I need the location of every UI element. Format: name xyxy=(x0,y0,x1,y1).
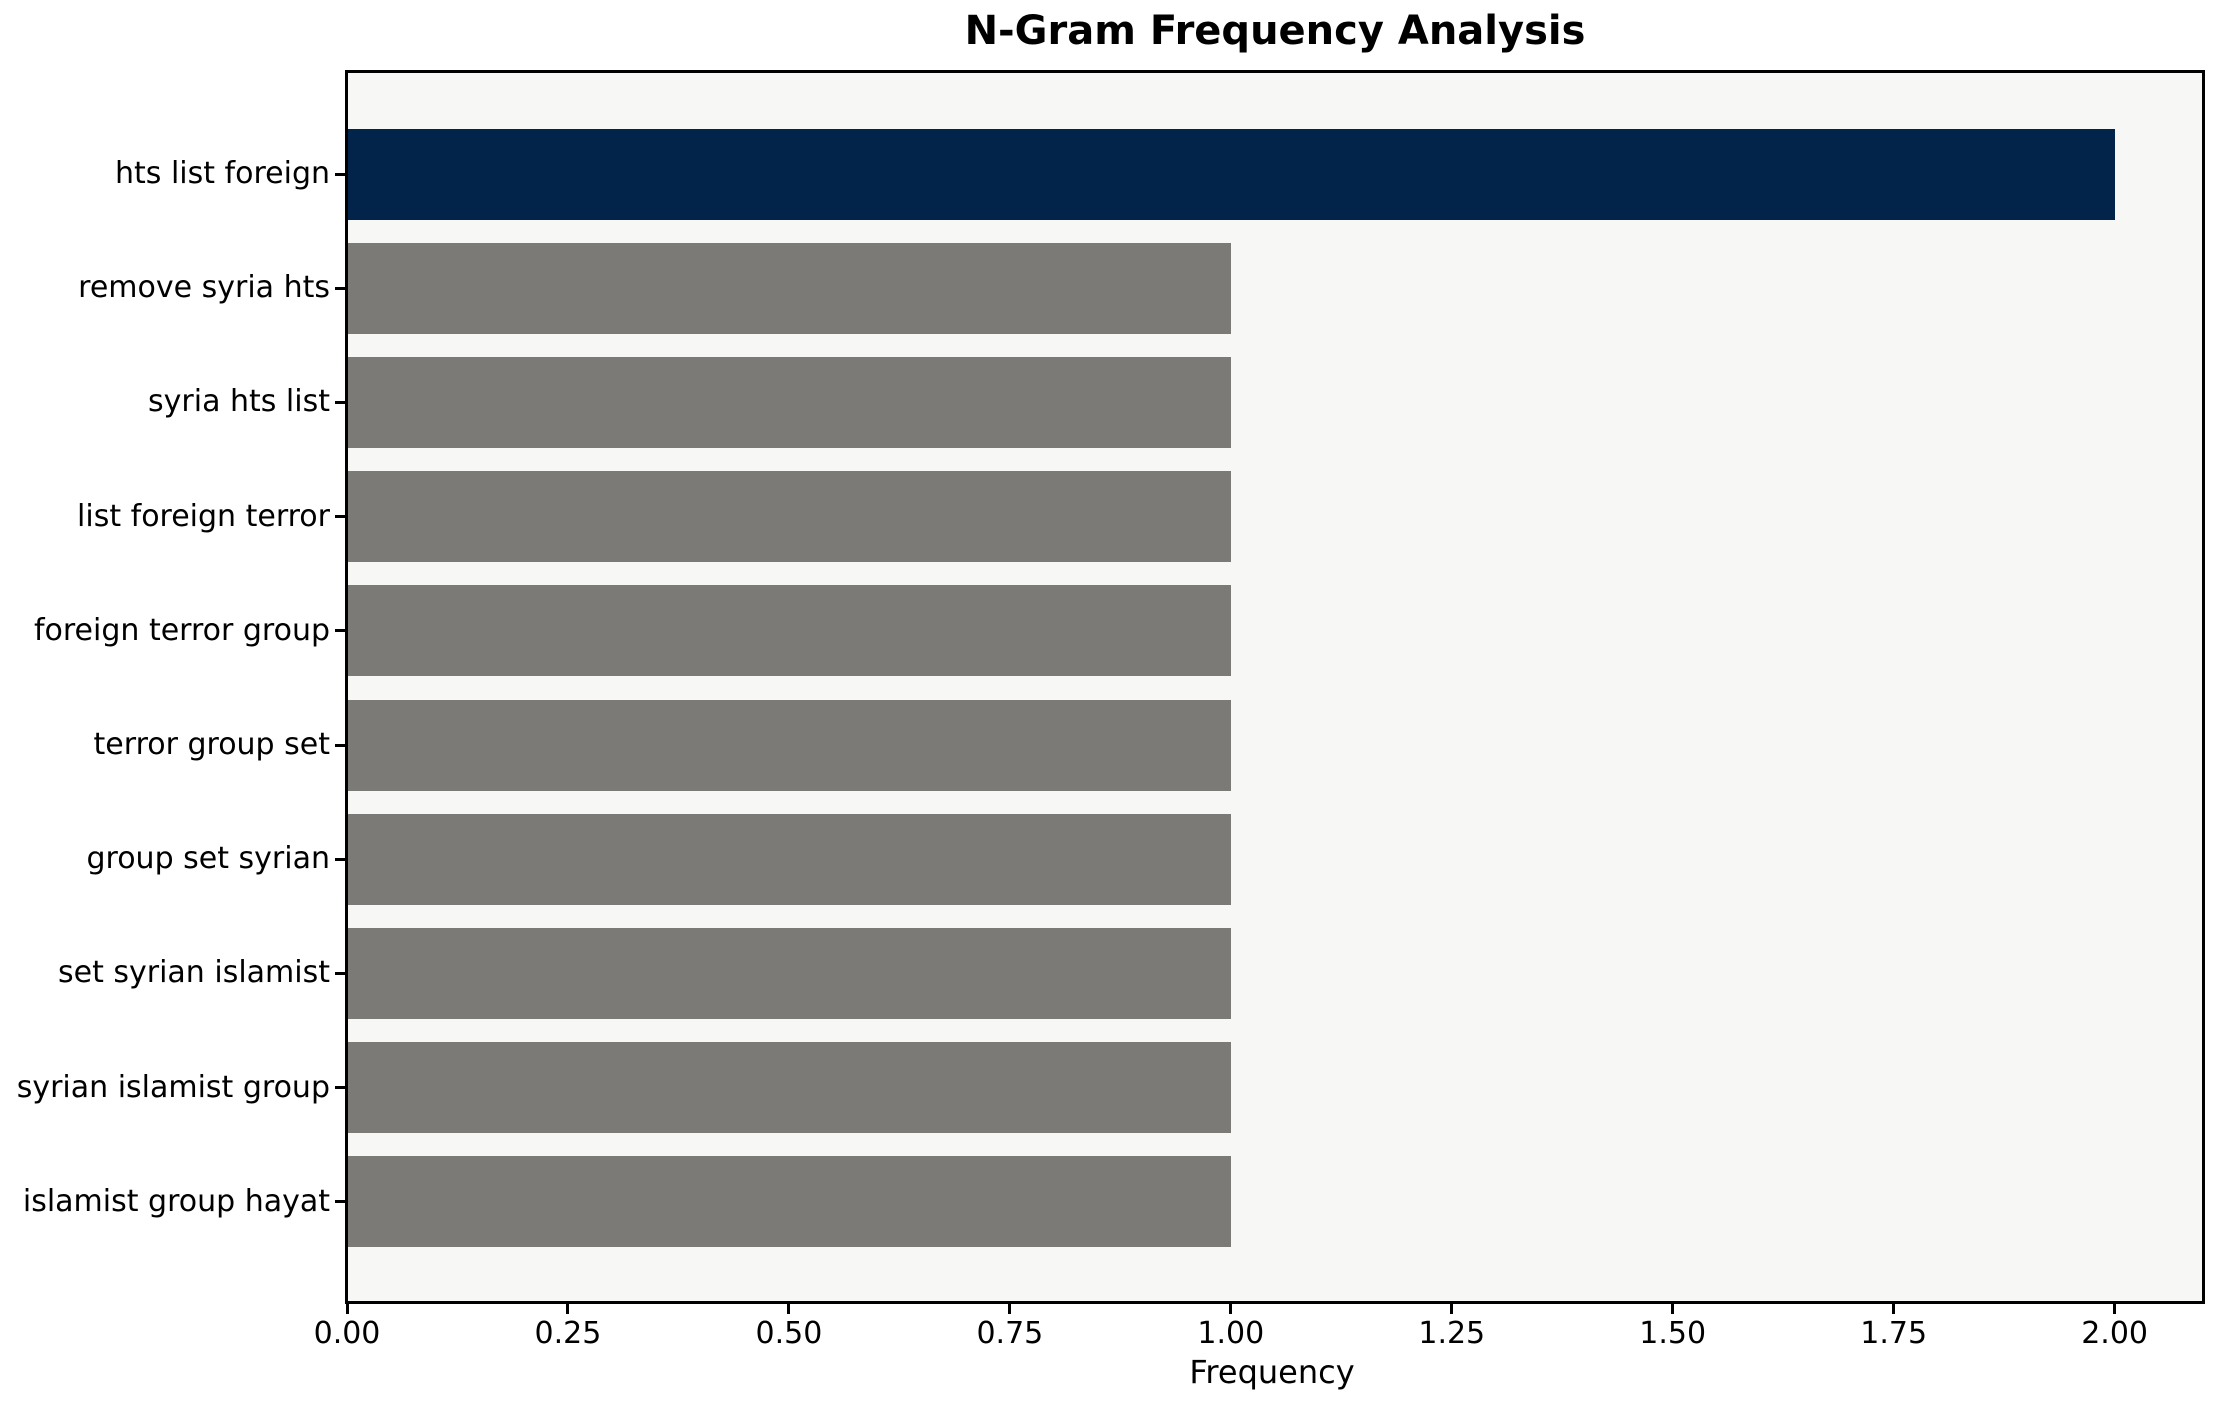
bar xyxy=(347,471,1231,563)
bar xyxy=(347,1042,1231,1134)
xtick-label: 1.00 xyxy=(1197,1316,1265,1351)
x-tick-mark xyxy=(1671,1304,1675,1314)
axis-spine-right xyxy=(2202,70,2205,1304)
bar xyxy=(347,1156,1231,1248)
y-tick-mark xyxy=(335,971,345,975)
y-tick-mark xyxy=(335,515,345,519)
ytick-label: group set syrian xyxy=(86,841,330,877)
ytick-label: list foreign terror xyxy=(77,498,330,534)
axis-spine-top xyxy=(345,70,2205,73)
ytick-label: foreign terror group xyxy=(33,612,330,648)
bar xyxy=(347,128,2115,220)
xtick-label: 1.50 xyxy=(1639,1316,1707,1351)
plot-area xyxy=(347,72,2203,1303)
y-tick-mark xyxy=(335,629,345,633)
axis-spine-left xyxy=(345,70,348,1304)
ytick-label: islamist group hayat xyxy=(22,1183,330,1219)
ytick-label: hts list foreign xyxy=(115,156,330,191)
ytick-label: syria hts list xyxy=(148,384,330,420)
xtick-label: 1.25 xyxy=(1418,1316,1486,1351)
xtick-label: 0.75 xyxy=(976,1316,1044,1351)
ytick-label: remove syria hts xyxy=(78,270,330,306)
ytick-label: terror group set xyxy=(93,727,330,762)
xtick-label: 1.75 xyxy=(1860,1316,1928,1351)
bar xyxy=(347,356,1231,448)
bar xyxy=(347,699,1231,791)
y-tick-mark xyxy=(335,1200,345,1204)
chart-title: N-Gram Frequency Analysis xyxy=(964,8,1586,54)
x-tick-mark xyxy=(1892,1304,1896,1314)
x-tick-mark xyxy=(1008,1304,1012,1314)
x-axis-label: Frequency xyxy=(1189,1353,1355,1391)
xtick-label: 2.00 xyxy=(2081,1316,2149,1351)
bar xyxy=(347,813,1231,905)
bar xyxy=(347,242,1231,334)
x-tick-mark xyxy=(345,1304,349,1314)
y-tick-mark xyxy=(335,400,345,404)
y-tick-mark xyxy=(335,286,345,290)
axis-spine-bottom xyxy=(345,1301,2205,1304)
ytick-label: syrian islamist group xyxy=(16,1069,330,1105)
x-tick-mark xyxy=(566,1304,570,1314)
ytick-label: set syrian islamist xyxy=(57,955,330,991)
xtick-label: 0.50 xyxy=(755,1316,823,1351)
x-tick-mark xyxy=(2113,1304,2117,1314)
bar xyxy=(347,927,1231,1019)
bar xyxy=(347,585,1231,677)
y-tick-mark xyxy=(335,172,345,176)
x-tick-mark xyxy=(1450,1304,1454,1314)
y-tick-mark xyxy=(335,1086,345,1090)
y-tick-mark xyxy=(335,857,345,861)
x-tick-mark xyxy=(1229,1304,1233,1314)
xtick-label: 0.00 xyxy=(313,1316,381,1351)
y-tick-mark xyxy=(335,743,345,747)
xtick-label: 0.25 xyxy=(534,1316,602,1351)
x-tick-mark xyxy=(787,1304,791,1314)
